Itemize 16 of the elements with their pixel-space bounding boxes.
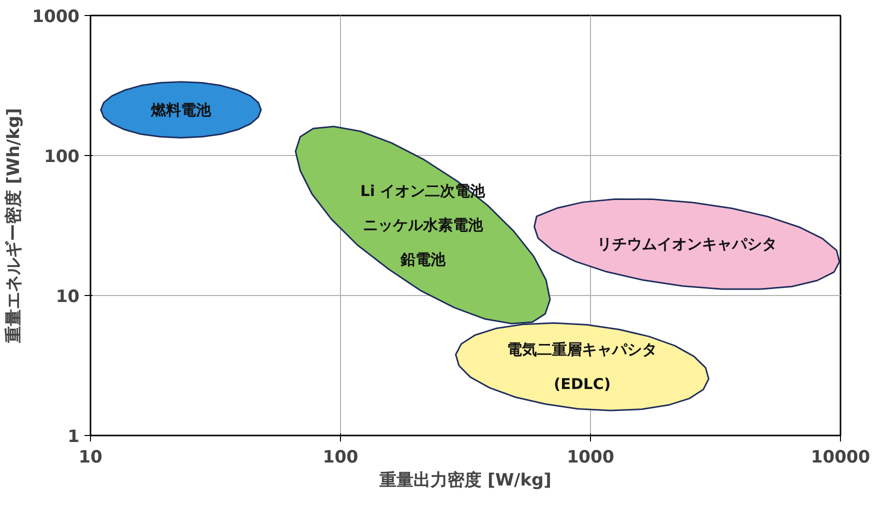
- annotation: 鉛電池: [399, 250, 446, 268]
- y-tick-label: 100: [44, 147, 80, 167]
- x-tick-label: 10: [78, 448, 102, 468]
- y-tick-label: 1000: [32, 7, 80, 27]
- x-tick-label: 100: [322, 448, 358, 468]
- annotation: ニッケル水素電池: [362, 216, 484, 234]
- series-label: リチウムイオンキャパシタ: [597, 235, 778, 254]
- x-tick-label: 1000: [566, 448, 614, 468]
- annotation: Li イオン二次電池: [360, 182, 486, 200]
- y-axis-title: 重量エネルギー密度 [Wh/kg]: [4, 108, 24, 344]
- y-tick-label: 1: [68, 427, 80, 447]
- series-label: 電気二重層キャパシタ(EDLC): [507, 340, 658, 393]
- y-tick-label: 10: [56, 287, 80, 307]
- x-axis-title: 重量出力密度 [W/kg]: [378, 470, 552, 490]
- x-tick-label: 10000: [810, 448, 870, 468]
- series-label: 燃料電池: [150, 100, 212, 119]
